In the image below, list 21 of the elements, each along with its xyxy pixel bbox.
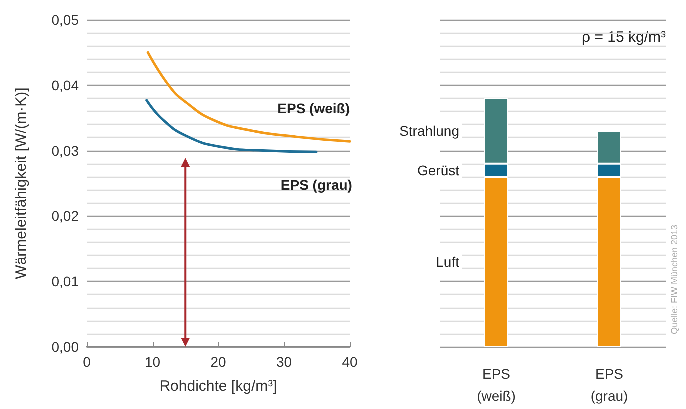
series-label: Strahlung xyxy=(400,123,460,140)
series-label: EPS (grau) xyxy=(280,177,352,194)
y-tick-label: 0,01 xyxy=(52,274,80,290)
x-tick-label: 0 xyxy=(83,354,92,370)
y-axis-title: Wärmeleitfähigkeit [W/(m·K)] xyxy=(13,88,30,280)
y-tick-label: 0,03 xyxy=(52,142,80,159)
x-tick-label: 30 xyxy=(276,354,292,370)
series-label: Luft xyxy=(436,254,460,270)
series-label: Gerüst xyxy=(417,162,460,178)
x-tick-label: 10 xyxy=(144,354,161,370)
series-label: EPS (weiß) xyxy=(278,100,350,117)
y-tick-label: 0,02 xyxy=(52,208,80,224)
source-note: Quelle: FIW München 2013 xyxy=(670,224,680,335)
y-tick-label: 0,04 xyxy=(52,77,80,94)
y-tick-label: 0,05 xyxy=(52,12,80,28)
x-tick-label: 20 xyxy=(210,354,226,370)
x-tick-label: EPS (grau) xyxy=(590,366,628,404)
line-series xyxy=(146,51,352,143)
y-tick-label: 0,00 xyxy=(52,339,80,355)
x-tick-label: 40 xyxy=(342,354,358,370)
x-tick-label: EPS (weiß) xyxy=(477,366,516,404)
